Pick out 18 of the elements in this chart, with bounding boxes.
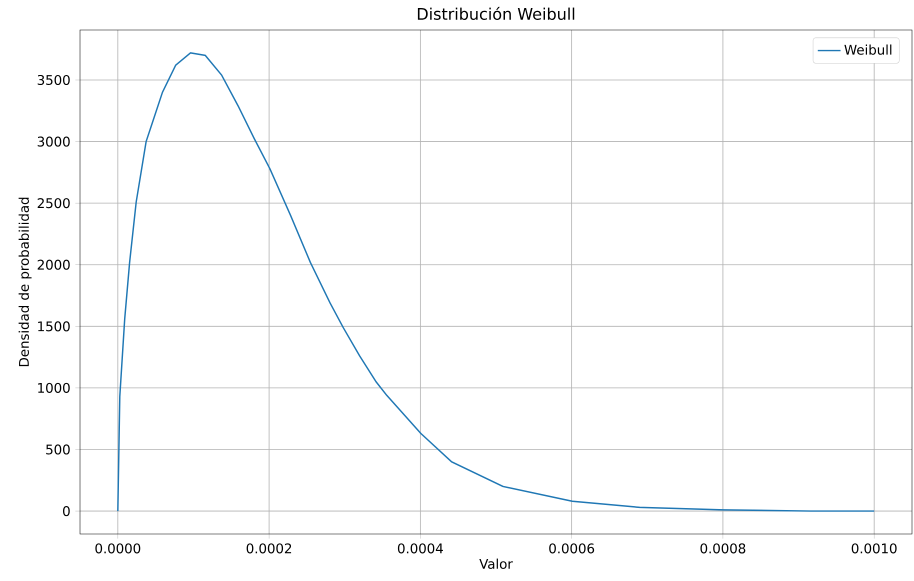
x-tick-label: 0.0006 xyxy=(549,543,594,554)
x-axis-title: Valor xyxy=(479,558,513,569)
y-tick-label: 1500 xyxy=(38,321,70,332)
x-tick-label: 0.0004 xyxy=(398,543,443,554)
x-tick-label: 0.0002 xyxy=(246,543,292,554)
y-tick-label: 0 xyxy=(63,506,70,516)
x-tick-label: 0.0000 xyxy=(95,543,140,554)
y-tick-label: 2000 xyxy=(38,260,70,270)
legend-label: Weibull xyxy=(844,44,892,55)
y-tick-label: 3500 xyxy=(38,74,70,86)
y-tick-label: 500 xyxy=(46,444,70,455)
y-axis-title: Densidad de probabilidad xyxy=(18,198,32,366)
chart-title: Distribución Weibull xyxy=(418,6,574,20)
x-tick-label: 0.0010 xyxy=(852,543,897,554)
y-tick-label: 1000 xyxy=(38,382,70,393)
y-tick-label: 3000 xyxy=(38,136,70,147)
y-tick-label: 2500 xyxy=(38,198,70,208)
x-tick-label: 0.0008 xyxy=(700,543,746,554)
